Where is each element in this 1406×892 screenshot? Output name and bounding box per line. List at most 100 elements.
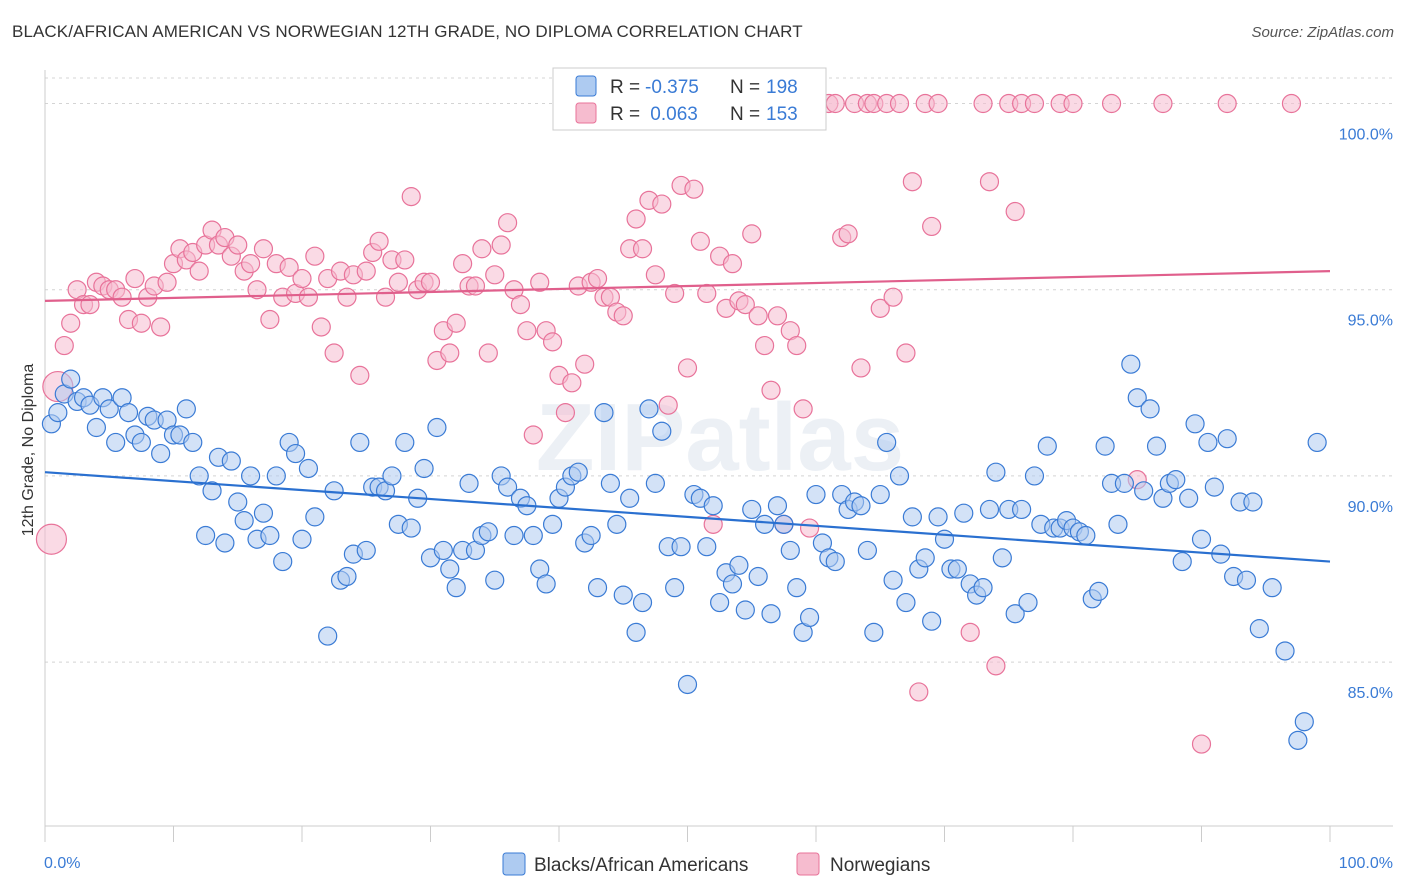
blacks-point-81 xyxy=(568,462,588,482)
blacks-point-109 xyxy=(748,566,768,587)
blacks-point-115 xyxy=(787,578,807,598)
blacks-point-169 xyxy=(1134,481,1154,501)
norwegians-points xyxy=(35,93,1302,754)
norwegians-point-73 xyxy=(510,295,531,315)
norwegians-point-136 xyxy=(922,216,942,237)
norwegians-point-11 xyxy=(112,287,132,307)
blacks-point-12 xyxy=(118,403,139,423)
norwegians-point-138 xyxy=(960,622,980,642)
blacks-point-55 xyxy=(401,518,421,538)
y-tick-labels: 85.0% 90.0% 95.0% 100.0% xyxy=(1339,127,1393,703)
blacks-point-106 xyxy=(729,555,749,575)
blacks-point-25 xyxy=(202,481,222,501)
y-tick-label-95: 95.0% xyxy=(1348,313,1393,330)
blacks-point-28 xyxy=(221,451,241,471)
norwegians-point-131 xyxy=(889,93,910,114)
norwegians-point-118 xyxy=(799,518,820,538)
norwegians-point-143 xyxy=(1005,201,1025,222)
stats-legend: R = -0.375 N = 198 R = 0.063 N = 153 xyxy=(552,67,827,131)
blacks-point-36 xyxy=(273,551,293,572)
norwegians-point-152 xyxy=(1217,93,1237,114)
norwegians-point-33 xyxy=(253,239,274,259)
blacks-point-27 xyxy=(215,533,235,553)
blacks-point-52 xyxy=(382,466,402,486)
blacks-point-112 xyxy=(767,496,788,516)
norwegians-point-44 xyxy=(324,343,344,363)
norwegians-point-40 xyxy=(298,287,319,307)
blacks-point-175 xyxy=(1172,551,1192,572)
norwegians-point-147 xyxy=(1063,93,1083,114)
blacks-point-87 xyxy=(607,514,627,534)
blacks-point-127 xyxy=(864,622,884,642)
blacks-point-71 xyxy=(504,525,524,546)
blacks-point-126 xyxy=(857,540,878,561)
blacks-point-61 xyxy=(440,559,460,579)
blacks-point-62 xyxy=(446,578,466,598)
blacks-point-165 xyxy=(1108,514,1128,534)
legend-r-label-1: R = xyxy=(610,77,640,98)
blacks-point-110 xyxy=(754,514,775,534)
norwegians-point-78 xyxy=(542,332,563,352)
blacks-point-150 xyxy=(1011,499,1032,520)
blacks-point-179 xyxy=(1198,432,1218,453)
blacks-point-45 xyxy=(337,566,357,587)
norwegians-point-153 xyxy=(1281,93,1302,114)
norwegians-point-110 xyxy=(748,306,768,326)
blacks-point-187 xyxy=(1249,619,1269,639)
norwegians-point-95 xyxy=(652,194,672,214)
blacks-point-132 xyxy=(896,592,916,613)
blacks-point-118 xyxy=(806,484,826,505)
blacks-point-64 xyxy=(459,473,479,493)
blacks-point-42 xyxy=(318,626,338,646)
blacks-point-129 xyxy=(877,432,897,453)
blacks-point-144 xyxy=(973,578,993,598)
blacks-point-170 xyxy=(1140,399,1160,419)
norwegians-point-80 xyxy=(555,403,576,423)
norwegians-point-67 xyxy=(472,239,492,259)
blacks-point-76 xyxy=(536,574,556,594)
blacks-point-191 xyxy=(1294,712,1314,732)
norwegians-point-23 xyxy=(189,261,209,281)
y-tick-label-85: 85.0% xyxy=(1348,685,1393,702)
norwegians-point-91 xyxy=(626,209,646,229)
y-tick-label-100: 100.0% xyxy=(1339,127,1393,144)
norwegians-point-62 xyxy=(440,343,460,363)
legend-r-label-2: R = xyxy=(610,104,640,125)
norwegians-point-48 xyxy=(350,365,370,385)
axes xyxy=(44,70,1393,842)
blacks-point-111 xyxy=(761,604,781,624)
watermark: ZIPatlas xyxy=(536,384,904,491)
norwegians-point-101 xyxy=(690,231,710,251)
legend-r-value-1: -0.375 xyxy=(645,77,699,98)
legend-norwegians-swatch xyxy=(796,852,820,876)
blacks-point-33 xyxy=(253,503,274,523)
norwegians-point-54 xyxy=(388,272,408,292)
norwegians-point-3 xyxy=(61,313,81,333)
blacks-point-96 xyxy=(665,578,685,598)
norwegians-point-112 xyxy=(761,380,781,400)
x-tick-label-max: 100.0% xyxy=(1339,855,1393,872)
norwegians-point-111 xyxy=(754,335,775,356)
blacks-point-47 xyxy=(350,432,370,453)
norwegians-point-106 xyxy=(722,254,743,274)
blacks-point-163 xyxy=(1095,436,1115,456)
norwegians-point-102 xyxy=(697,283,717,304)
legend-swatch-pink xyxy=(575,102,597,124)
blacks-point-136 xyxy=(922,611,942,631)
norwegians-point-117 xyxy=(793,399,813,419)
norwegians-point-41 xyxy=(305,246,325,266)
blacks-point-151 xyxy=(1018,592,1038,613)
norwegians-point-71 xyxy=(498,213,518,233)
norwegians-point-18 xyxy=(157,272,177,292)
blacks-point-21 xyxy=(176,399,196,419)
blacks-point-130 xyxy=(883,570,903,590)
blacks-point-22 xyxy=(183,432,203,453)
norwegians-point-125 xyxy=(851,358,871,378)
blacks-point-17 xyxy=(151,443,171,464)
blacks-point-147 xyxy=(992,548,1012,568)
norwegians-point-141 xyxy=(986,656,1006,676)
blacks-point-128 xyxy=(870,484,890,505)
norwegians-point-133 xyxy=(902,172,922,192)
blacks-point-94 xyxy=(652,421,672,441)
blacks-point-88 xyxy=(613,585,633,605)
